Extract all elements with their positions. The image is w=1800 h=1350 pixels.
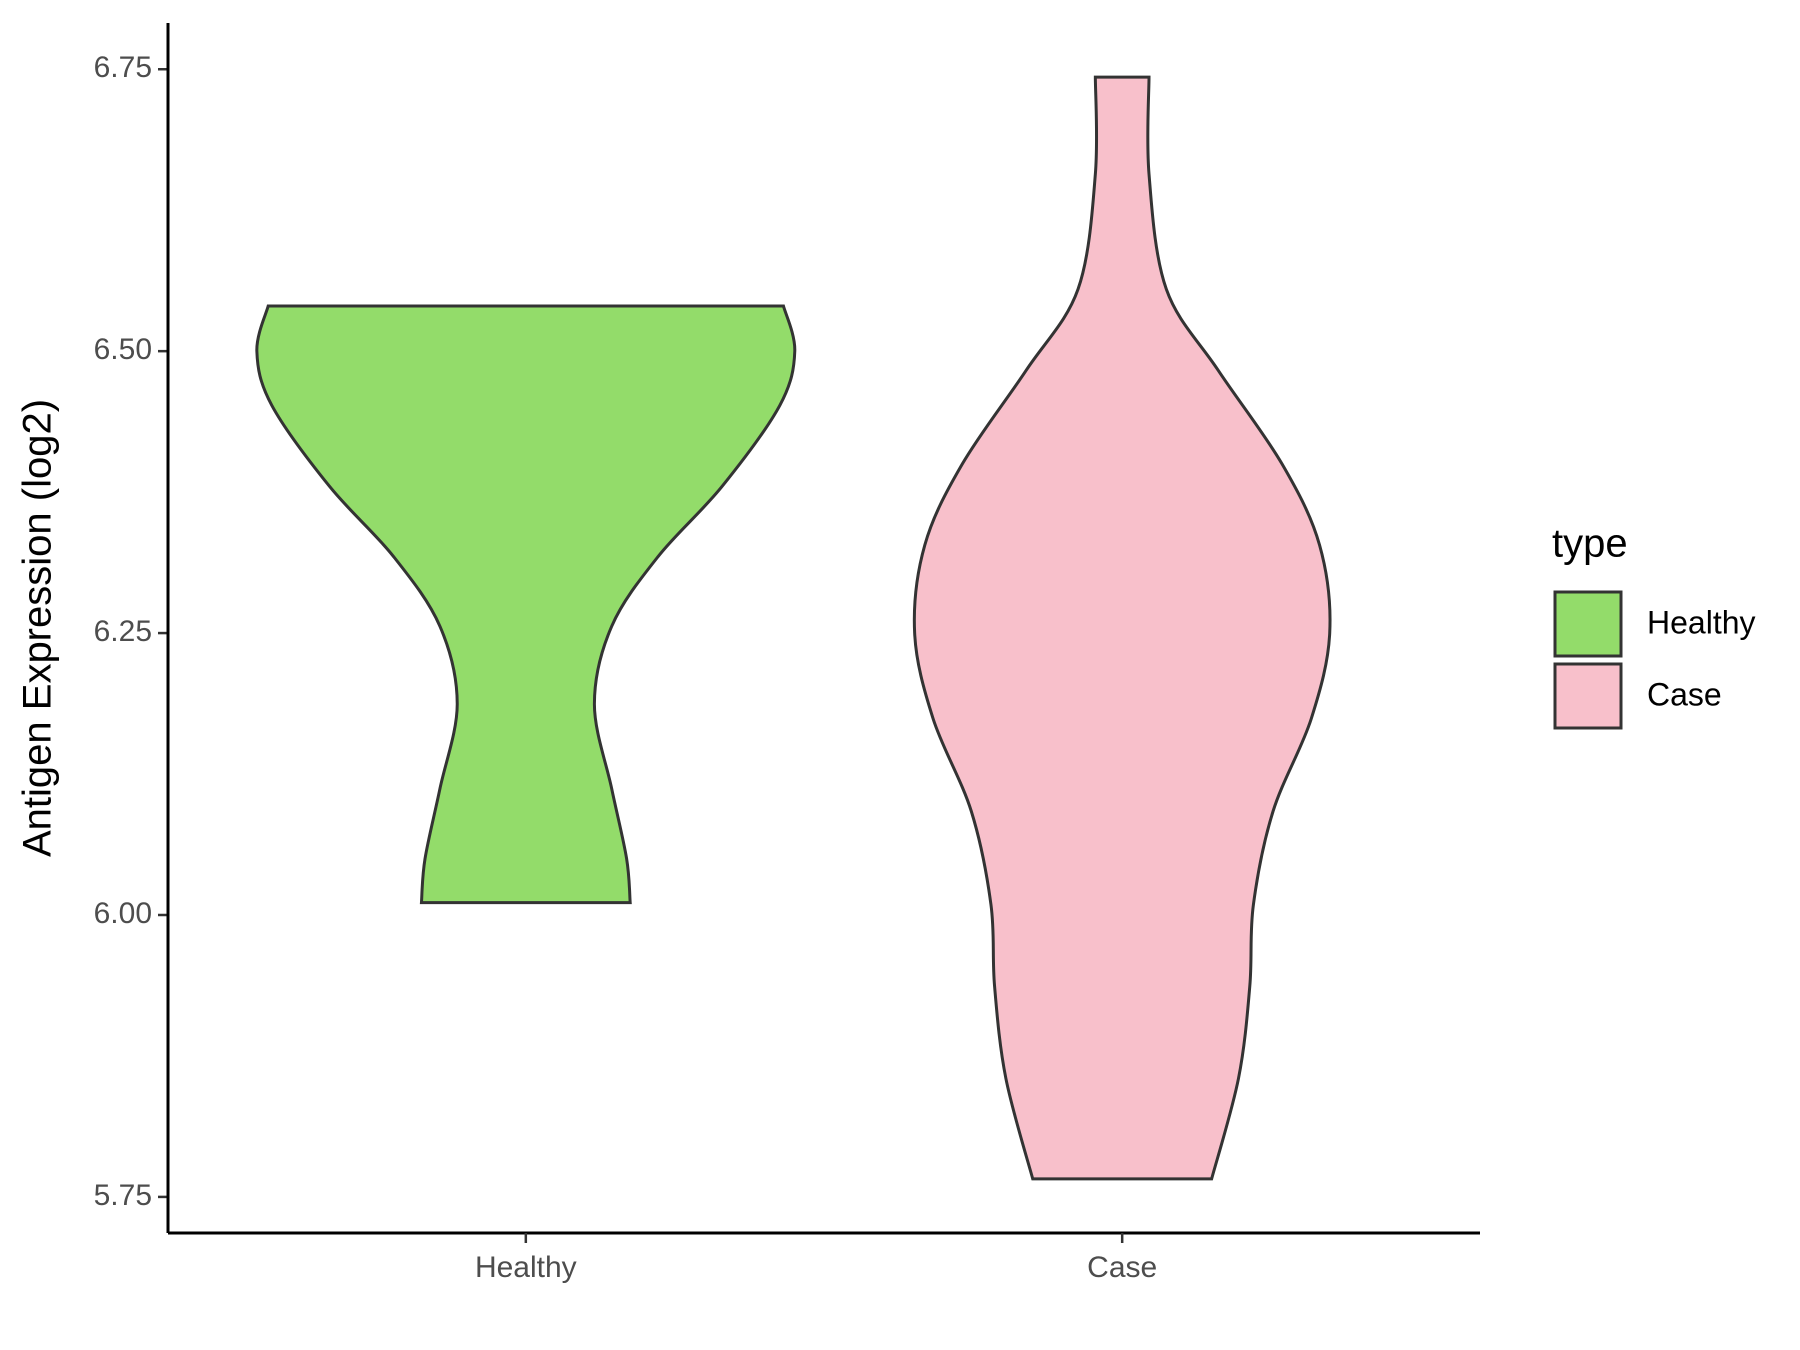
legend-key [1553, 662, 1623, 730]
x-tick-label: Case [1087, 1251, 1157, 1284]
y-tick-label: 6.50 [94, 333, 152, 366]
legend-title: type [1552, 522, 1628, 566]
violin [255, 304, 797, 905]
y-axis-title: Antigen Expression (log2) [16, 399, 60, 857]
y-tick-label: 6.75 [94, 51, 152, 84]
legend-key [1553, 590, 1623, 658]
x-tick-label: Healthy [475, 1251, 577, 1284]
legend-label: Case [1647, 676, 1722, 712]
violin [912, 75, 1332, 1181]
y-tick-label: 6.00 [94, 897, 152, 930]
y-tick-label: 6.25 [94, 615, 152, 648]
y-tick-label: 5.75 [94, 1179, 152, 1212]
legend-label: Healthy [1647, 604, 1756, 640]
